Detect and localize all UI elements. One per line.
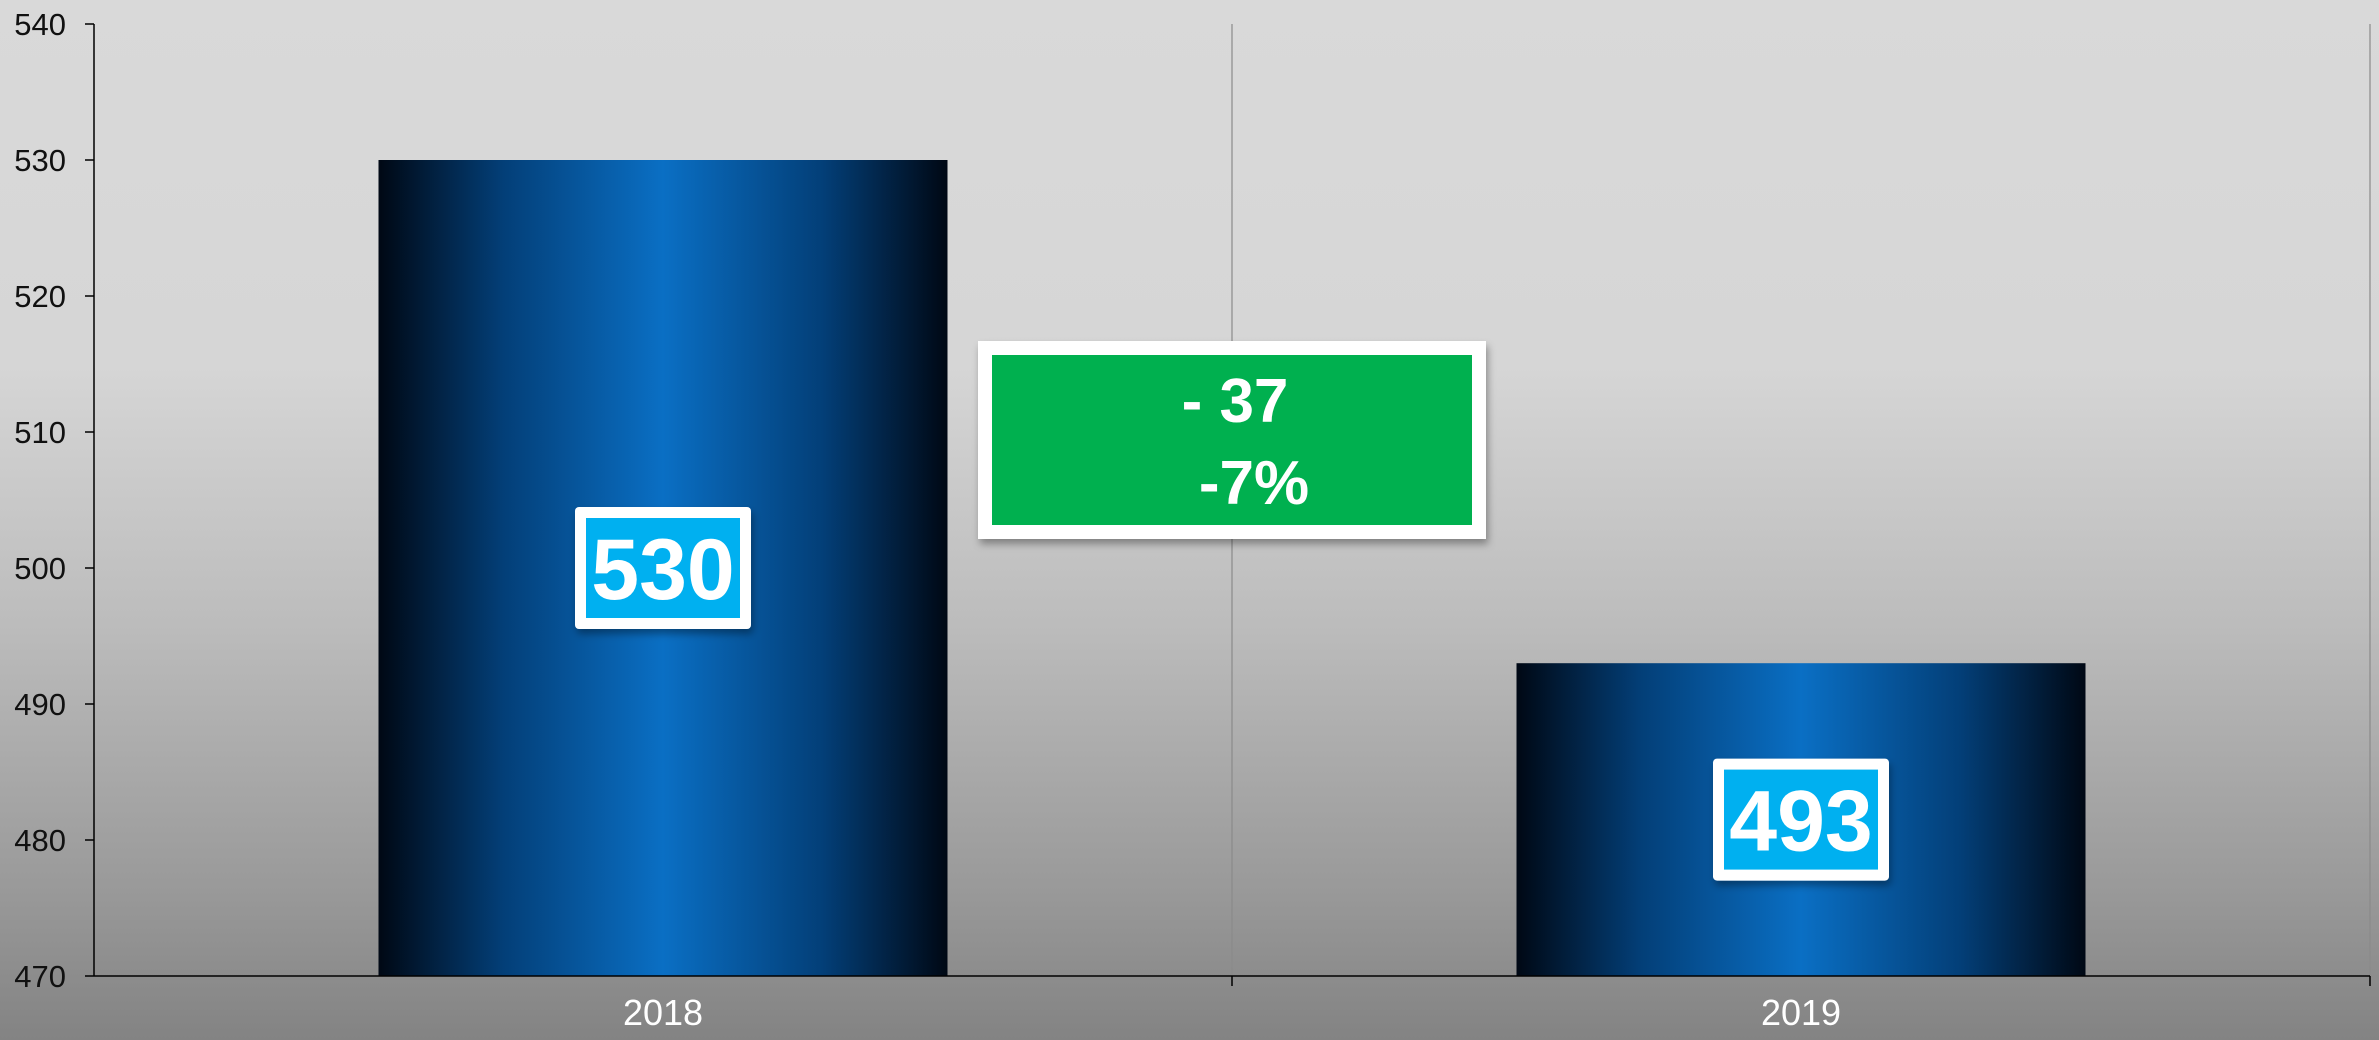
y-tick-label: 470 — [14, 959, 66, 994]
y-tick-label: 500 — [14, 551, 66, 586]
x-tick-label: 2018 — [623, 992, 703, 1033]
data-label-text: 530 — [591, 522, 735, 618]
bars — [378, 160, 2086, 976]
data-label-box — [586, 518, 740, 618]
data-label-2018: 530 — [575, 507, 751, 629]
x-tick-label: 2019 — [1761, 992, 1841, 1033]
x-axis-ticks: 2018 2019 — [623, 976, 2371, 1033]
y-tick-label: 520 — [14, 279, 66, 314]
y-tick-label: 530 — [14, 143, 66, 178]
data-label-text: 493 — [1729, 774, 1873, 870]
data-label-2019: 493 — [1713, 758, 1889, 881]
y-tick-label: 540 — [14, 7, 66, 42]
y-tick-label: 490 — [14, 687, 66, 722]
y-axis-ticks: 470 480 490 500 510 520 530 540 — [14, 7, 94, 994]
y-tick-label: 510 — [14, 415, 66, 450]
change-annotation: - 37 -7% — [978, 341, 1486, 539]
data-labels: 530 493 — [575, 507, 1889, 881]
data-label-box — [1724, 769, 1878, 870]
change-percent-text: -7% — [1199, 449, 1309, 518]
y-tick-label: 480 — [14, 823, 66, 858]
change-absolute-text: - 37 — [1182, 367, 1289, 436]
change-annotation-box — [992, 355, 1472, 525]
